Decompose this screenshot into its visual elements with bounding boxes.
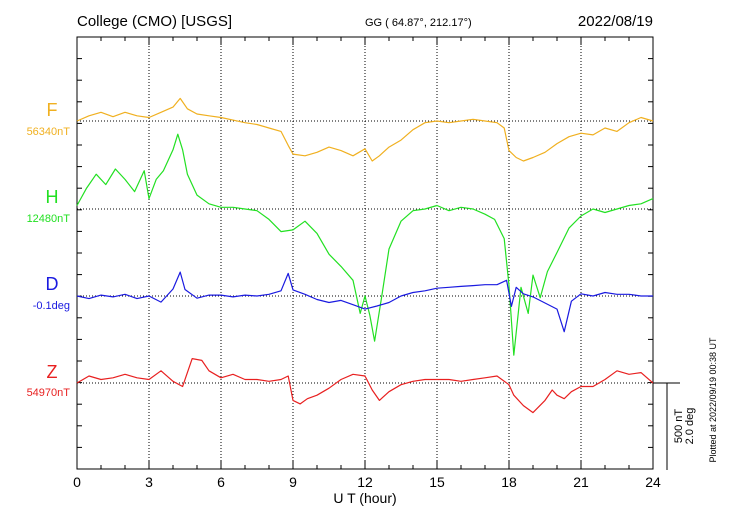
x-tick-label-0: 0 [73, 474, 81, 490]
series-label-layer: F 56340nT H 12480nT D -0.1deg Z 54970nT [27, 100, 71, 399]
x-tick-label-21: 21 [573, 474, 589, 490]
date-label: 2022/08/19 [578, 13, 653, 30]
grid-layer [77, 37, 653, 469]
component-label-F: F [47, 100, 58, 120]
baseline-value-D: -0.1deg [33, 300, 70, 312]
plotted-at-note: Plotted at 2022/09/19 00:38 UT [708, 337, 718, 463]
baseline-value-Z: 54970nT [27, 387, 71, 399]
tick-layer: 0 3 6 9 12 15 18 21 24 [73, 37, 661, 490]
baseline-value-H: 12480nT [27, 213, 71, 225]
x-tick-label-9: 9 [289, 474, 297, 490]
x-tick-label-6: 6 [217, 474, 225, 490]
scale-bar-nt-label: 500 nT [673, 409, 685, 444]
series-line-Z [76, 358, 654, 414]
x-tick-label-12: 12 [357, 474, 373, 490]
x-axis-label: U T (hour) [333, 490, 396, 506]
series-line-D [76, 271, 653, 333]
coordinates-label: GG ( 64.87°, 212.17°) [365, 17, 472, 29]
station-title: College (CMO) [USGS] [77, 13, 232, 30]
x-tick-label-18: 18 [501, 474, 517, 490]
component-label-Z: Z [47, 362, 58, 382]
series-line-F [76, 97, 654, 162]
series-layer [76, 97, 654, 414]
baseline-value-F: 56340nT [27, 126, 71, 138]
component-label-D: D [46, 274, 59, 294]
scale-bar-deg-label: 2.0 deg [684, 408, 696, 445]
series-line-H [76, 133, 654, 356]
x-tick-label-3: 3 [145, 474, 153, 490]
x-tick-label-15: 15 [429, 474, 445, 490]
component-label-H: H [46, 187, 59, 207]
x-tick-label-24: 24 [645, 474, 661, 490]
